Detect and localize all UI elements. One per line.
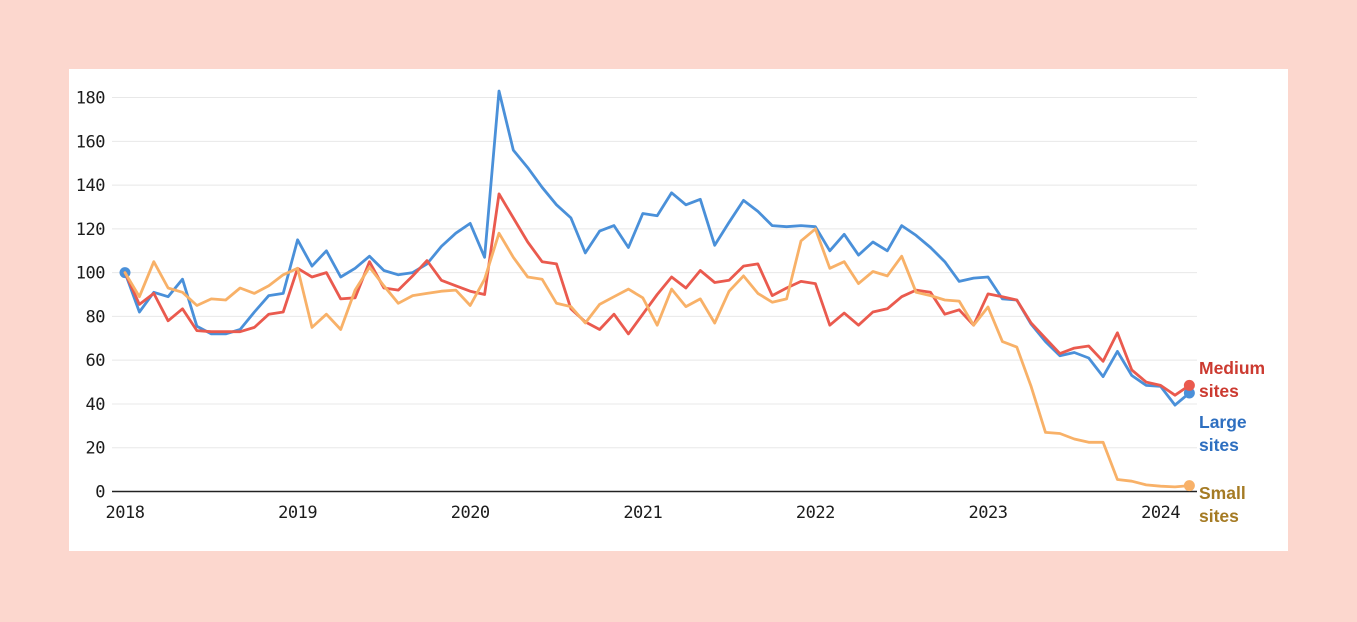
y-axis-label-140: 140 (76, 176, 105, 196)
x-axis-label-2022: 2022 (796, 503, 835, 523)
x-axis-label-2020: 2020 (451, 503, 490, 523)
y-axis-label-20: 20 (86, 439, 106, 459)
legend-small-sites: Small sites (1199, 483, 1246, 526)
y-axis-label-120: 120 (76, 220, 105, 240)
x-axis-label-2019: 2019 (278, 503, 317, 523)
medium-sites-end-dot (1183, 379, 1195, 391)
legend-large-sites: Large sites (1199, 412, 1247, 455)
legend-medium-sites: Medium sites (1199, 358, 1266, 401)
small-sites-end-dot (1183, 480, 1195, 492)
y-axis-label-60: 60 (86, 351, 106, 371)
x-axis-label-2023: 2023 (969, 503, 1008, 523)
line-chart: 0 20 40 60 80 100 120 140 160 180 2018 2019 2020 2021… (76, 89, 1197, 523)
small-sites-line (123, 227, 1191, 489)
y-axis-label-100: 100 (76, 264, 105, 284)
large-sites-end-dot (1183, 387, 1195, 399)
x-axis-label-2024: 2024 (1141, 503, 1180, 523)
y-axis-label-40: 40 (86, 395, 106, 415)
y-axis-label-80: 80 (86, 307, 106, 327)
y-axis-label-180: 180 (76, 89, 105, 109)
x-axis-label-2021: 2021 (623, 503, 662, 523)
y-axis-label-160: 160 (76, 132, 105, 152)
large-sites-line (123, 89, 1191, 407)
medium-sites-line (123, 192, 1191, 397)
y-axis-label-0: 0 (95, 483, 105, 503)
chart-panel: 0 20 40 60 80 100 120 140 160 180 2018 2019 2020 2021… (69, 69, 1288, 551)
x-axis-label-2018: 2018 (106, 503, 145, 523)
